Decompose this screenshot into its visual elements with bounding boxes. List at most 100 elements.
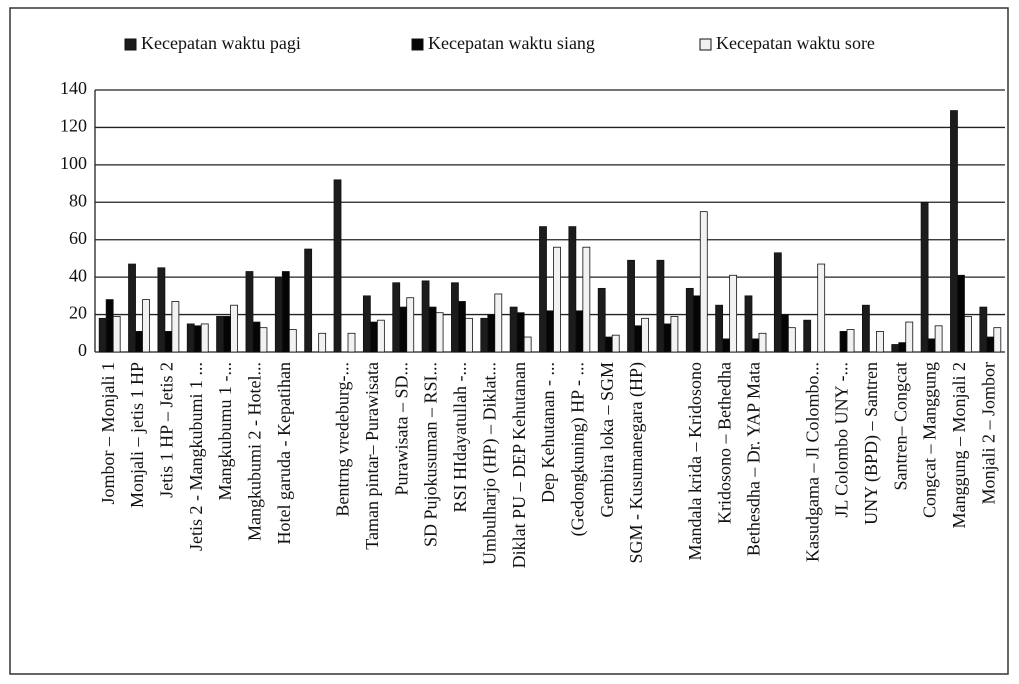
bar	[539, 226, 547, 353]
bar	[986, 336, 995, 353]
bar	[200, 323, 209, 353]
bar	[362, 295, 371, 353]
bar	[105, 299, 114, 353]
bar	[135, 331, 143, 353]
bar	[193, 325, 202, 353]
bar	[787, 327, 796, 353]
x-tick-label: (Gedongkuning) HP - ...	[567, 362, 588, 536]
bar	[171, 301, 180, 353]
y-tick-label: 140	[60, 78, 87, 98]
bar	[751, 338, 760, 353]
bar	[281, 271, 290, 353]
bar	[758, 332, 767, 353]
bar	[142, 299, 150, 353]
bar	[392, 282, 401, 353]
legend-swatch	[699, 38, 712, 51]
bar	[891, 344, 900, 353]
bar	[480, 317, 489, 353]
bar	[876, 331, 884, 353]
bar	[523, 336, 532, 353]
bar	[112, 316, 121, 353]
x-tick-label: Santren– Congcat	[890, 362, 910, 490]
bar	[744, 295, 753, 353]
bar	[435, 312, 444, 353]
bar	[846, 329, 855, 353]
bar	[428, 306, 437, 353]
bar	[458, 301, 466, 353]
x-tick-label: UNY (BPD) – Santren	[861, 362, 882, 525]
bar	[634, 325, 642, 353]
bar	[692, 295, 701, 353]
bar	[898, 342, 907, 353]
x-tick-label: RSI HIdayatullah -...	[450, 362, 470, 512]
bar	[376, 319, 385, 353]
bar	[729, 274, 738, 353]
x-tick-label: Manggung – Monjali 2	[949, 362, 969, 529]
bar	[839, 331, 848, 353]
x-tick-label: Taman pintar– Purawisata	[362, 362, 382, 550]
bar	[347, 332, 356, 353]
bar	[817, 263, 826, 353]
bar	[245, 271, 254, 353]
bar	[509, 306, 518, 353]
x-tick-label: Monjali 2 – Jombor	[978, 362, 998, 505]
x-tick-label: Mangkubumu 1 -...	[215, 362, 235, 501]
x-tick-label: SD Pujokusuman – RSI...	[421, 362, 441, 547]
x-tick-label: Monjali – jetis 1 HP	[127, 362, 147, 508]
x-tick-label: Mangkubumi 2 - Hotel...	[245, 362, 265, 541]
y-tick-label: 100	[60, 153, 87, 173]
x-tick-label: Gembira loka – SGM	[597, 362, 617, 517]
legend-label: Kecepatan waktu siang	[428, 33, 595, 53]
bar	[934, 325, 943, 353]
bar	[216, 316, 224, 353]
bar	[964, 316, 972, 353]
bar	[670, 316, 679, 353]
legend-swatch	[411, 38, 424, 51]
x-tick-label: Jombor – Monjali 1	[98, 362, 118, 505]
bar	[611, 334, 620, 353]
bar	[699, 211, 708, 353]
bar	[582, 246, 591, 353]
bar	[780, 314, 789, 353]
bar	[685, 287, 694, 353]
bar	[950, 110, 958, 353]
bar	[274, 276, 283, 353]
y-tick-label: 40	[69, 265, 87, 285]
bar	[979, 306, 988, 353]
bar	[333, 179, 342, 353]
bar	[803, 319, 812, 353]
x-tick-label: Bentrng vredeburg-...	[333, 362, 353, 517]
bar	[604, 336, 613, 353]
x-tick-label: SGM - Kusumanegara (HP)	[626, 362, 647, 563]
bar	[905, 321, 914, 353]
bar	[465, 317, 473, 353]
x-tick-label: Kridosono – Bethedha	[714, 362, 734, 524]
legend-swatch	[124, 38, 137, 51]
x-tick-label: Jetis 2 - Mangkubumi 1 ...	[186, 362, 206, 551]
x-tick-label: Hotel garuda - Kepatihan	[274, 362, 294, 544]
bar	[516, 312, 525, 353]
bar	[641, 317, 649, 353]
bar	[186, 323, 195, 353]
x-tick-label: Bethesdha – Dr. YAP Mata	[744, 362, 764, 556]
x-tick-label: Congcat – Manggung	[920, 362, 940, 518]
bar	[494, 293, 503, 353]
bar	[715, 304, 724, 353]
y-tick-label: 120	[60, 116, 87, 136]
x-tick-label: Dep Kehutanan - ...	[538, 362, 558, 503]
bar	[568, 226, 577, 353]
bar	[487, 314, 496, 353]
bar	[304, 248, 313, 353]
bar	[553, 246, 561, 353]
bar	[288, 329, 297, 353]
bar	[318, 332, 327, 353]
x-tick-label: JL Colombo UNY -...	[832, 362, 852, 518]
x-tick-label: Kasudgama – Jl Colombo...	[802, 362, 822, 562]
bar	[993, 327, 1002, 353]
bar	[406, 297, 415, 353]
bar	[862, 304, 870, 353]
x-tick-label: Purawisata – SD...	[391, 362, 411, 496]
legend-label: Kecepatan waktu pagi	[141, 33, 301, 53]
x-tick-label: Diklat PU – DEP Kehutanan	[509, 362, 529, 568]
bar	[421, 280, 430, 353]
